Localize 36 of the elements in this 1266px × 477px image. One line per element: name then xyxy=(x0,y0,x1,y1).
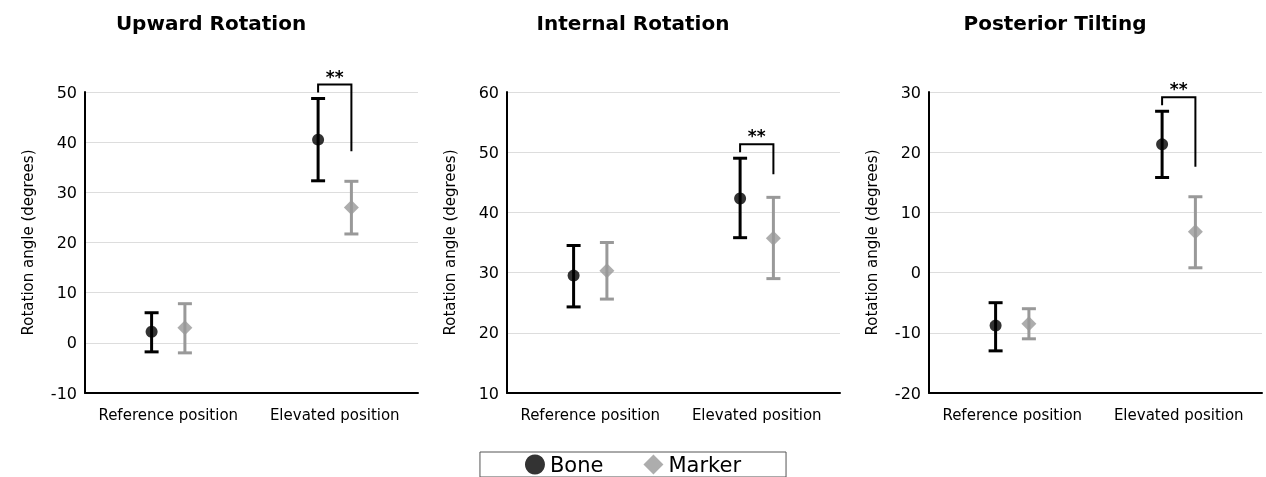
y-tick-label: 30 xyxy=(900,82,921,102)
y-tick-label: -10 xyxy=(894,323,921,343)
legend-label: Marker xyxy=(668,452,742,477)
y-tick-label: -10 xyxy=(50,383,77,403)
x-tick-label: Elevated position xyxy=(691,405,822,424)
y-tick-label: 50 xyxy=(478,142,499,162)
y-tick-label: 10 xyxy=(478,383,499,403)
chart-title: Internal Rotation xyxy=(536,11,730,35)
annotation: ** xyxy=(747,126,766,147)
x-tick-label: Elevated position xyxy=(269,405,400,424)
x-tick-label: Reference position xyxy=(942,405,1083,424)
y-tick-label: 40 xyxy=(56,132,77,152)
legend-label: Bone xyxy=(549,452,604,477)
y-axis-title: Rotation angle (degrees) xyxy=(862,149,881,336)
y-tick-label: 0 xyxy=(66,333,77,353)
x-tick-label: Elevated position xyxy=(1113,405,1244,424)
text: ** xyxy=(325,66,344,87)
x-tick-label: Reference position xyxy=(520,405,661,424)
chart-title: Posterior Tilting xyxy=(963,11,1147,35)
y-tick-label: 10 xyxy=(900,202,921,222)
x-tick-label: Reference position xyxy=(98,405,239,424)
y-tick-label: 40 xyxy=(478,202,499,222)
annotation: ** xyxy=(1169,79,1188,100)
y-tick-label: 10 xyxy=(56,283,77,303)
y-tick-label: 60 xyxy=(478,82,499,102)
y-tick-label: 20 xyxy=(478,323,499,343)
y-tick-label: 30 xyxy=(478,263,499,283)
y-tick-label: -20 xyxy=(894,383,921,403)
chart-title: Upward Rotation xyxy=(115,11,307,35)
y-tick-label: 0 xyxy=(910,263,921,283)
y-axis-title: Rotation angle (degrees) xyxy=(440,149,459,336)
y-tick-label: 20 xyxy=(56,233,77,252)
y-tick-label: 30 xyxy=(56,182,77,202)
y-tick-label: 50 xyxy=(56,82,77,102)
y-tick-label: 20 xyxy=(900,142,921,162)
y-axis-title: Rotation angle (degrees) xyxy=(18,149,37,336)
